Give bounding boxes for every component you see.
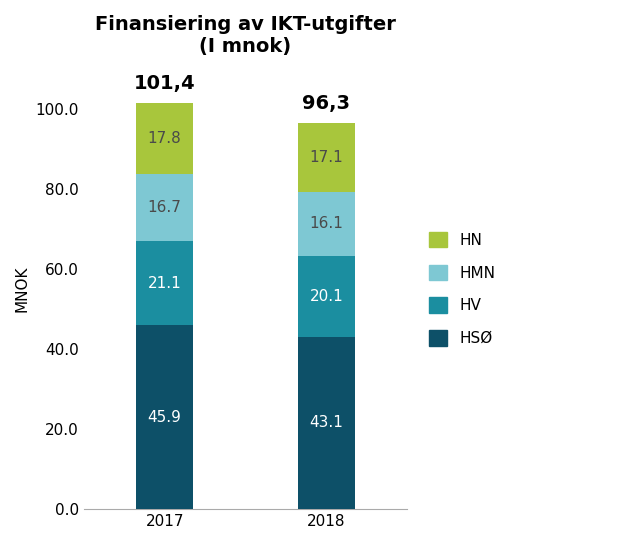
Text: 17.8: 17.8 bbox=[148, 131, 181, 146]
Bar bbox=[136, 103, 193, 174]
Text: 45.9: 45.9 bbox=[148, 410, 182, 425]
Text: 17.1: 17.1 bbox=[310, 150, 343, 165]
Bar bbox=[136, 174, 193, 241]
Bar bbox=[298, 256, 355, 337]
Text: 21.1: 21.1 bbox=[148, 276, 181, 290]
Bar bbox=[298, 191, 355, 256]
Text: 101,4: 101,4 bbox=[134, 73, 195, 92]
Text: 43.1: 43.1 bbox=[309, 416, 343, 430]
Legend: HN, HMN, HV, HSØ: HN, HMN, HV, HSØ bbox=[421, 224, 503, 354]
Bar bbox=[136, 241, 193, 325]
Bar bbox=[298, 337, 355, 509]
Text: 96,3: 96,3 bbox=[302, 94, 350, 113]
Bar bbox=[298, 123, 355, 191]
Text: 16.1: 16.1 bbox=[309, 217, 343, 231]
Bar bbox=[136, 325, 193, 509]
Y-axis label: MNOK: MNOK bbox=[15, 265, 30, 312]
Title: Finansiering av IKT-utgifter
(I mnok): Finansiering av IKT-utgifter (I mnok) bbox=[95, 15, 396, 56]
Text: 16.7: 16.7 bbox=[148, 200, 182, 215]
Text: 20.1: 20.1 bbox=[310, 289, 343, 304]
